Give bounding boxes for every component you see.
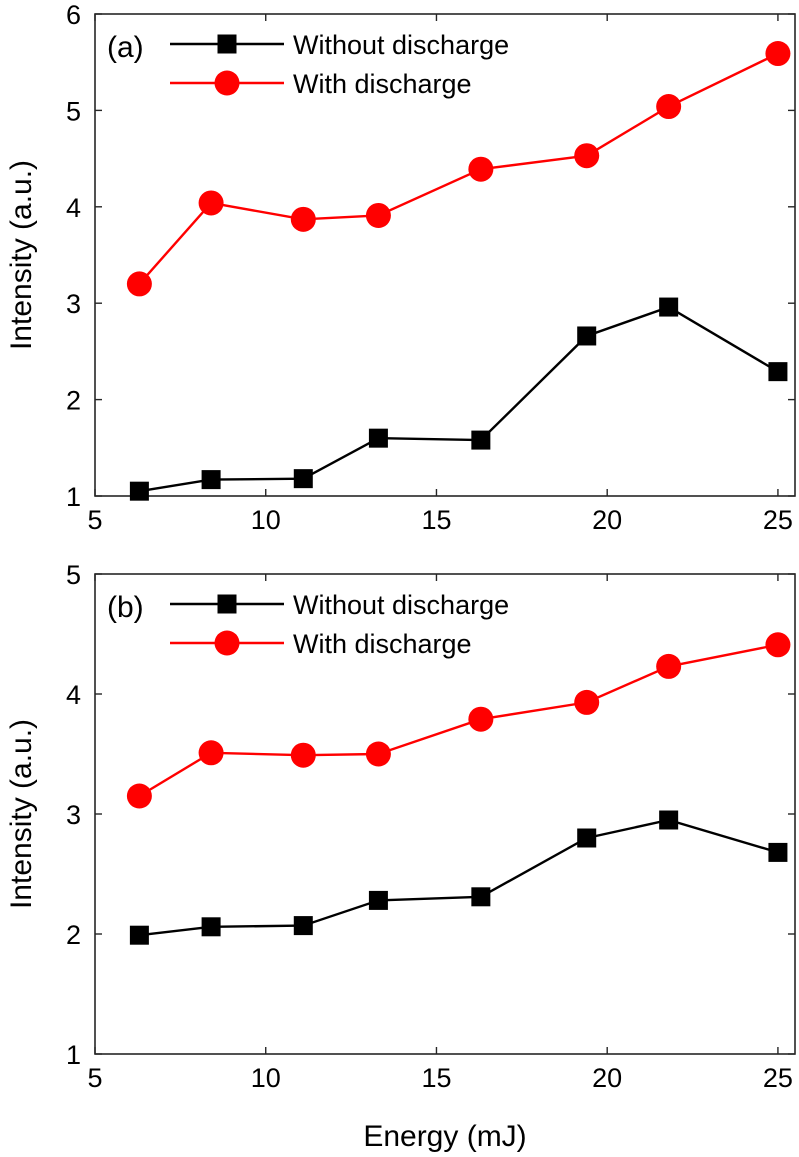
y-tick-label: 4 (66, 680, 81, 710)
data-point-square (768, 842, 788, 862)
data-point-circle (468, 706, 494, 732)
y-axis-label: Intensity (a.u.) (5, 719, 38, 909)
series-line (138, 52, 779, 285)
legend-label: Without discharge (293, 590, 509, 620)
data-point-circle (765, 41, 791, 67)
data-point-square (129, 925, 149, 945)
data-point-square (659, 810, 679, 830)
series-with-discharge (126, 41, 791, 297)
data-point-square (368, 428, 388, 448)
data-point-square (368, 890, 388, 910)
legend-label: With discharge (293, 629, 472, 659)
data-point-circle (126, 271, 152, 297)
legend-marker-square (217, 594, 237, 614)
legend-marker-circle (214, 70, 240, 96)
data-point-circle (574, 689, 600, 715)
data-point-square (201, 470, 221, 490)
x-tick-label: 5 (87, 1063, 102, 1093)
data-point-circle (765, 632, 791, 658)
panel-label: (b) (107, 591, 144, 624)
series-line (139, 818, 779, 937)
y-tick-label: 2 (66, 386, 81, 416)
y-tick-label: 5 (66, 560, 81, 590)
x-tick-label: 20 (592, 1063, 622, 1093)
axes-box (94, 13, 796, 497)
data-point-square (129, 481, 149, 501)
data-point-square (471, 430, 491, 450)
x-axis-label: Energy (mJ) (363, 1120, 526, 1153)
data-point-square (471, 887, 491, 907)
data-point-circle (574, 143, 600, 169)
data-point-circle (290, 206, 316, 232)
data-point-square (293, 916, 313, 936)
x-tick-label: 15 (421, 1063, 451, 1093)
data-point-square (293, 469, 313, 489)
panel-b: 5 10 15 20 25 1 2 3 4 5 Intensity (a.u.) Energy (mJ… (5, 560, 796, 1153)
data-point-circle (126, 783, 152, 809)
x-tick-label: 10 (251, 1063, 281, 1093)
series-without-discharge (129, 810, 788, 945)
data-point-circle (290, 742, 316, 768)
legend-label: With discharge (293, 69, 472, 99)
y-tick-label: 4 (66, 193, 81, 223)
data-point-square (201, 917, 221, 937)
y-tick-label: 3 (66, 800, 81, 830)
x-tick-label: 25 (763, 1063, 793, 1093)
x-tick-label: 25 (763, 505, 793, 535)
data-point-circle (365, 741, 391, 767)
data-point-circle (656, 653, 682, 679)
data-point-square (659, 297, 679, 317)
data-point-square (577, 326, 597, 346)
data-point-circle (656, 94, 682, 120)
x-tick-label: 15 (421, 505, 451, 535)
panel-label: (a) (107, 31, 144, 64)
data-point-circle (198, 190, 224, 216)
series-with-discharge (126, 632, 791, 809)
data-point-circle (198, 740, 224, 766)
series-without-discharge (129, 297, 788, 501)
legend-marker-square (217, 34, 237, 54)
x-tick-label: 5 (87, 505, 102, 535)
y-tick-label: 1 (66, 1040, 81, 1070)
y-axis-label: Intensity (a.u.) (5, 160, 38, 350)
legend-marker-circle (214, 630, 240, 656)
legend-label: Without discharge (293, 30, 509, 60)
y-tick-label: 3 (66, 289, 81, 319)
data-point-circle (468, 156, 494, 182)
x-tick-label: 10 (251, 505, 281, 535)
y-tick-label: 6 (66, 0, 81, 30)
x-tick-label: 20 (592, 505, 622, 535)
series-line (138, 643, 779, 798)
y-tick-label: 2 (66, 920, 81, 950)
data-point-circle (365, 202, 391, 228)
panel-a: 5 10 15 20 25 1 2 3 4 5 6 Intensity (a.u.) (a) Withou… (5, 0, 796, 535)
series-line (139, 305, 779, 493)
y-tick-label: 5 (66, 96, 81, 126)
y-tick-label: 1 (66, 482, 81, 512)
data-point-square (577, 828, 597, 848)
data-point-square (768, 362, 788, 382)
